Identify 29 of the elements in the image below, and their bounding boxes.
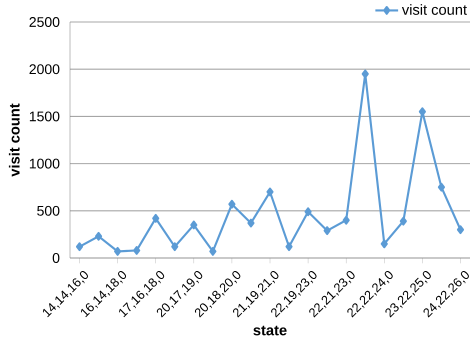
point: [304, 207, 312, 216]
point: [190, 220, 198, 230]
point: [285, 242, 293, 252]
point: [133, 246, 140, 255]
y-tick-label: 2500: [30, 17, 60, 27]
point: [114, 246, 122, 256]
point: [400, 216, 407, 226]
legend-label: visit count: [402, 4, 467, 15]
point: [456, 225, 464, 234]
point: [438, 182, 445, 192]
y-tick-label: 2000: [30, 64, 60, 74]
point: [228, 200, 236, 209]
y-axis-title: visit count: [8, 104, 20, 177]
point: [76, 242, 84, 252]
y-tick-label: 1000: [30, 158, 60, 169]
point: [209, 246, 216, 256]
point: [171, 242, 178, 252]
point: [342, 216, 350, 225]
point: [380, 239, 388, 248]
point: [362, 70, 369, 78]
y-tick-label: 1500: [30, 111, 60, 122]
point: [324, 226, 331, 236]
point: [247, 218, 255, 228]
point: [95, 232, 102, 241]
point: [266, 188, 274, 196]
y-tick-label: 500: [37, 206, 60, 216]
point: [152, 214, 160, 223]
y-tick-label: 0: [52, 253, 60, 263]
x-axis-title: state: [253, 326, 287, 336]
